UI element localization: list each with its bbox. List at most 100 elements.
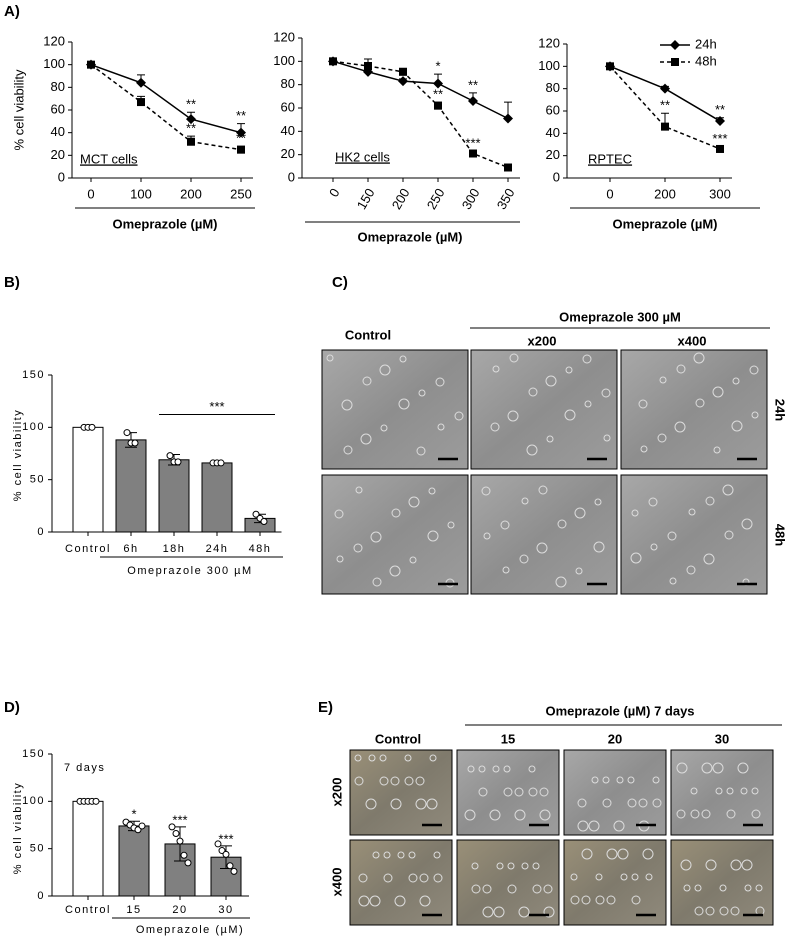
data-point (166, 452, 174, 460)
x-axis-label: Omeprazole (µM) (136, 924, 244, 936)
y-tick-label: 120 (273, 29, 295, 44)
cell (674, 421, 686, 433)
y-tick-label: 100 (273, 53, 295, 68)
cell (360, 433, 372, 445)
y-tick-label: 100 (538, 58, 560, 73)
cell (546, 435, 554, 443)
annotation: * (131, 807, 136, 822)
x-tick-label: 0 (606, 186, 613, 201)
row-label: x400 (329, 868, 344, 897)
cell (454, 411, 464, 421)
annotation: ** (660, 98, 670, 113)
cell (606, 848, 618, 860)
cell (408, 851, 416, 859)
cell (575, 567, 583, 575)
line (332, 60, 509, 120)
annotation: *** (712, 131, 727, 146)
y-tick-label: 100 (22, 795, 45, 807)
y-tick-label: 40 (281, 123, 295, 138)
series (328, 56, 513, 124)
cell (447, 521, 455, 529)
annotation: *** (209, 399, 224, 414)
cell (638, 399, 648, 409)
chart-label: HK2 cells (335, 149, 390, 164)
cell (732, 377, 740, 385)
annotation: *** (218, 831, 233, 846)
y-tick-label: 100 (43, 56, 65, 71)
y-tick-label: 80 (51, 79, 65, 94)
data-point (252, 510, 260, 518)
data-point (226, 862, 234, 870)
marker (433, 78, 443, 89)
cell (570, 873, 578, 881)
marker (187, 137, 195, 146)
marker (671, 58, 679, 66)
cell (630, 552, 642, 564)
bar (118, 825, 150, 897)
marker (136, 77, 146, 88)
bar (201, 462, 233, 533)
cell (539, 787, 549, 797)
cell (740, 787, 748, 795)
cell (640, 445, 648, 453)
cell (358, 895, 370, 907)
y-axis-label: % cell viability (12, 409, 24, 501)
cell (694, 884, 702, 892)
cell (686, 565, 696, 575)
cell (642, 848, 654, 860)
data-point (217, 459, 225, 467)
column-label: x400 (678, 333, 707, 348)
marker (137, 98, 145, 107)
x-tick-label: 100 (130, 186, 152, 201)
x-axis-label: Omeprazole (µM) (612, 216, 717, 231)
annotation: ** (186, 121, 196, 136)
cell (705, 859, 717, 871)
panel-label: C) (332, 274, 348, 291)
cell (726, 787, 734, 795)
y-tick-label: 20 (546, 147, 560, 162)
cell (341, 399, 353, 411)
cell (478, 787, 488, 797)
data-point (172, 830, 180, 838)
micrograph (456, 749, 560, 836)
cell (606, 895, 616, 905)
marker (398, 76, 408, 87)
y-axis-label: % cell viability (12, 782, 24, 874)
x-axis-label: Omeprazole (µM) (357, 229, 462, 244)
cell (353, 543, 363, 553)
cell (483, 532, 491, 540)
panel-label: A) (4, 3, 20, 20)
cell (602, 798, 612, 808)
cell (404, 754, 412, 762)
y-tick-label: 60 (51, 101, 65, 116)
cell (490, 422, 500, 432)
cell (676, 762, 688, 774)
row-label: 24h (773, 399, 788, 421)
micrograph (321, 474, 469, 595)
cell (539, 809, 551, 821)
x-tick-label: 0 (326, 186, 343, 200)
cell (650, 543, 658, 551)
cell (354, 776, 364, 786)
column-label: 20 (608, 731, 622, 746)
cell (602, 776, 610, 784)
y-tick-label: 80 (546, 80, 560, 95)
micrograph (349, 839, 453, 926)
annotation: ** (236, 108, 246, 123)
cell (500, 520, 510, 530)
cell (690, 787, 698, 795)
annotation: ** (468, 77, 478, 92)
cell (755, 884, 763, 892)
cell (595, 895, 605, 905)
cell (492, 765, 500, 773)
data-point (174, 458, 182, 466)
cell (471, 862, 479, 870)
cell (532, 862, 540, 870)
cell (574, 507, 586, 519)
cell (493, 906, 505, 918)
chart-label: 7 days (64, 762, 105, 774)
micrograph (563, 749, 667, 836)
data-point (260, 518, 268, 526)
cell (355, 486, 363, 494)
cell (532, 884, 542, 894)
